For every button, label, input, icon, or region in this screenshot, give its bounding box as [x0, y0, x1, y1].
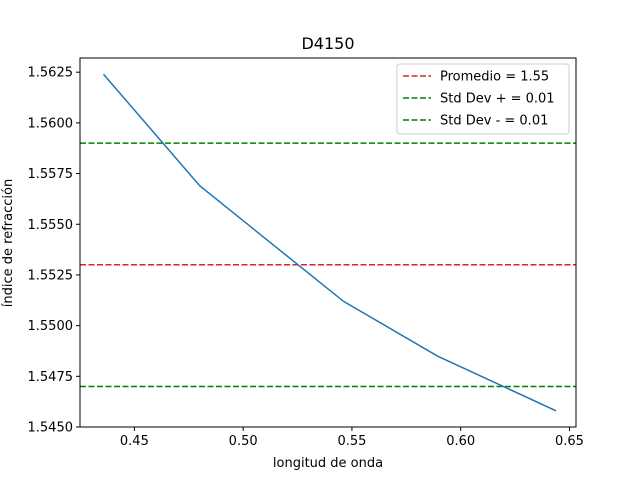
y-tick-label: 1.5550 — [28, 218, 74, 233]
x-axis-label: longitud de onda — [273, 456, 383, 471]
y-tick-label: 1.5625 — [28, 66, 74, 81]
legend-entry: Std Dev - = 0.01 — [440, 114, 548, 129]
legend: Promedio = 1.55 Std Dev + = 0.01 Std Dev -… — [396, 63, 570, 135]
y-axis-label: índice de refracción — [1, 179, 16, 307]
x-tick-label: 0.55 — [337, 434, 366, 449]
y-axis: 1.5450 1.5475 1.5500 1.5525 1.5550 1.5575 1.56… — [28, 66, 80, 436]
axes-frame — [79, 57, 577, 428]
chart-title: D4150 — [301, 34, 354, 53]
plot-area — [79, 57, 577, 428]
y-tick-label: 1.5575 — [28, 167, 74, 182]
series-line-0 — [102, 73, 557, 412]
x-tick-label: 0.65 — [555, 434, 584, 449]
x-tick-label: 0.50 — [229, 434, 258, 449]
y-tick-label: 1.5475 — [28, 370, 74, 385]
y-tick-label: 1.5500 — [28, 319, 74, 334]
y-tick-label: 1.5525 — [28, 268, 74, 283]
y-tick-label: 1.5600 — [28, 116, 74, 131]
legend-entry: Std Dev + = 0.01 — [440, 92, 555, 107]
x-tick-label: 0.45 — [120, 434, 149, 449]
legend-box — [396, 63, 570, 135]
y-tick-label: 1.5450 — [28, 421, 74, 436]
x-axis: 0.45 0.50 0.55 0.60 0.65 — [120, 427, 584, 449]
legend-entry: Promedio = 1.55 — [440, 70, 549, 85]
x-tick-label: 0.60 — [446, 434, 475, 449]
